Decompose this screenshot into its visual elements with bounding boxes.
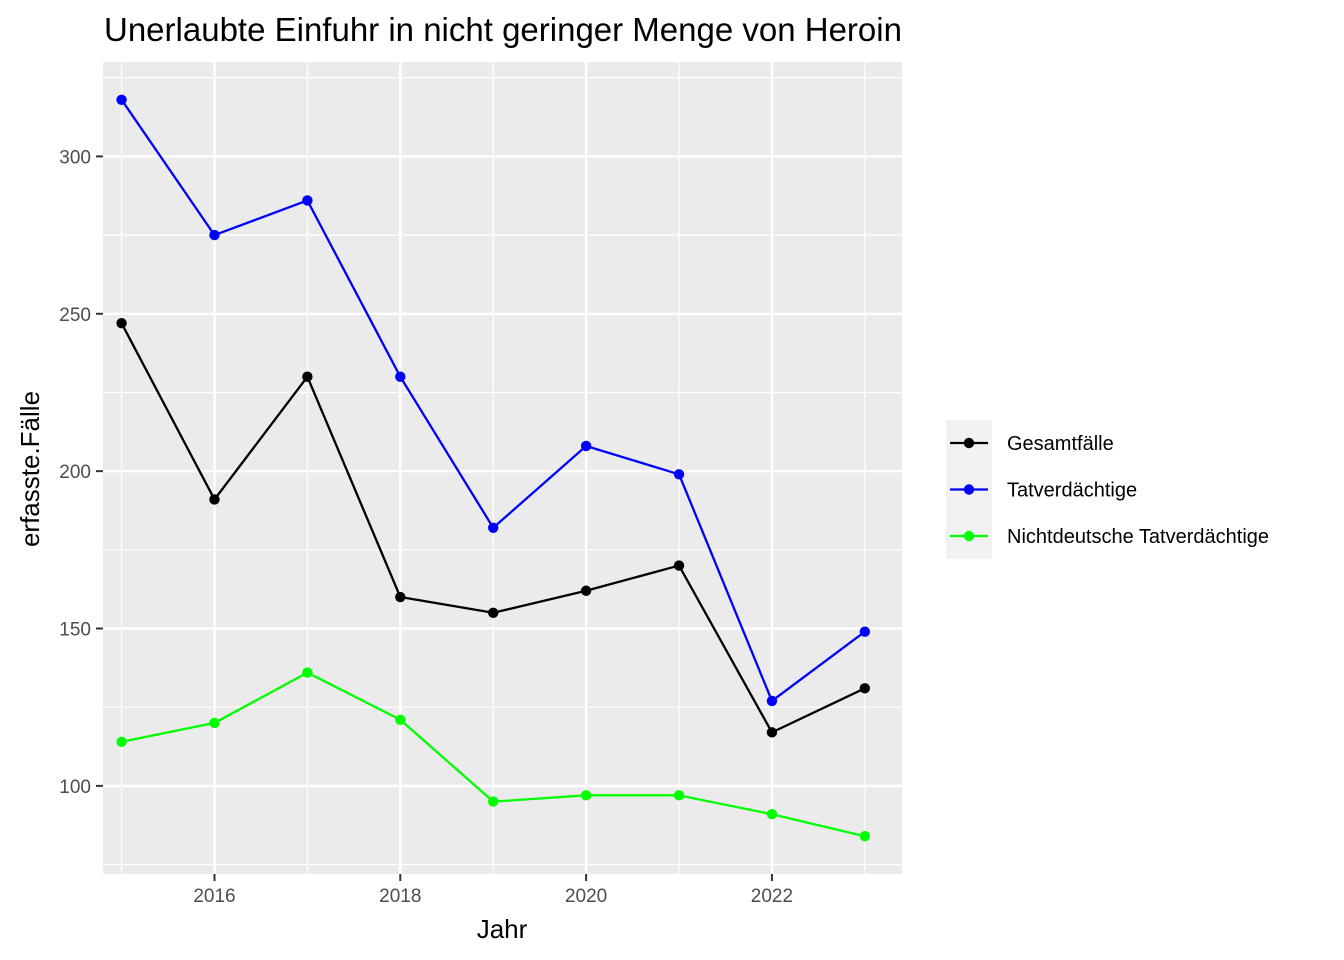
data-point — [766, 695, 778, 707]
data-point — [673, 560, 685, 571]
x-tick-label: 2022 — [751, 886, 793, 907]
legend-key-point — [963, 484, 975, 495]
legend-label: Tatverdächtige — [1007, 480, 1137, 502]
legend: Gesamtfälle Tatverdächtige Nichtdeutsche T… — [946, 420, 1269, 559]
data-point — [302, 667, 313, 678]
plot-panel — [103, 62, 902, 874]
data-point — [395, 591, 406, 603]
y-axis-title: erfasste.Fälle — [15, 391, 45, 547]
x-tick-label: 2018 — [379, 886, 421, 907]
legend-label: Nichtdeutsche Tatverdächtige — [1007, 526, 1269, 548]
legend-item: Gesamtfälle — [950, 433, 1114, 455]
data-point — [395, 714, 406, 725]
data-point — [302, 371, 313, 382]
data-point — [580, 440, 592, 452]
series-group — [116, 318, 871, 738]
data-point — [209, 717, 220, 729]
y-tick-label: 250 — [59, 305, 91, 326]
y-tick-label: 200 — [59, 462, 91, 483]
x-tick-label: 2016 — [193, 886, 235, 907]
data-point — [116, 94, 127, 105]
data-point — [859, 626, 871, 637]
y-tick-label: 150 — [59, 620, 91, 641]
data-point — [766, 809, 778, 820]
legend-key-point — [963, 530, 975, 542]
data-point — [488, 607, 499, 618]
data-point — [580, 790, 592, 801]
data-point — [673, 469, 685, 480]
legend-item: Tatverdächtige — [950, 480, 1137, 502]
data-point — [859, 831, 871, 842]
chart-title: Unerlaubte Einfuhr in nicht geringer Men… — [104, 11, 902, 48]
x-tick-label: 2020 — [565, 886, 607, 907]
data-point — [488, 522, 499, 533]
legend-item: Nichtdeutsche Tatverdächtige — [950, 526, 1269, 548]
data-point — [395, 371, 406, 382]
x-axis-title: Jahr — [477, 914, 528, 944]
major-gridlines — [103, 62, 902, 874]
data-point — [302, 195, 313, 206]
legend-label: Gesamtfälle — [1007, 433, 1114, 455]
series-group — [116, 667, 871, 842]
x-axis: 2016 2018 2020 2022 — [193, 874, 793, 907]
data-point — [209, 494, 220, 505]
data-point — [766, 727, 778, 738]
series-group — [116, 94, 871, 707]
series-layer — [116, 94, 871, 842]
y-tick-label: 100 — [59, 777, 91, 798]
data-point — [859, 683, 871, 694]
data-point — [488, 796, 499, 807]
data-point — [673, 790, 685, 801]
data-point — [116, 318, 127, 329]
data-point — [580, 585, 592, 596]
data-point — [116, 736, 127, 748]
data-point — [209, 229, 220, 241]
y-tick-label: 300 — [59, 147, 91, 168]
y-axis: 100 150 200 250 300 — [59, 147, 103, 798]
legend-key-point — [963, 437, 975, 449]
